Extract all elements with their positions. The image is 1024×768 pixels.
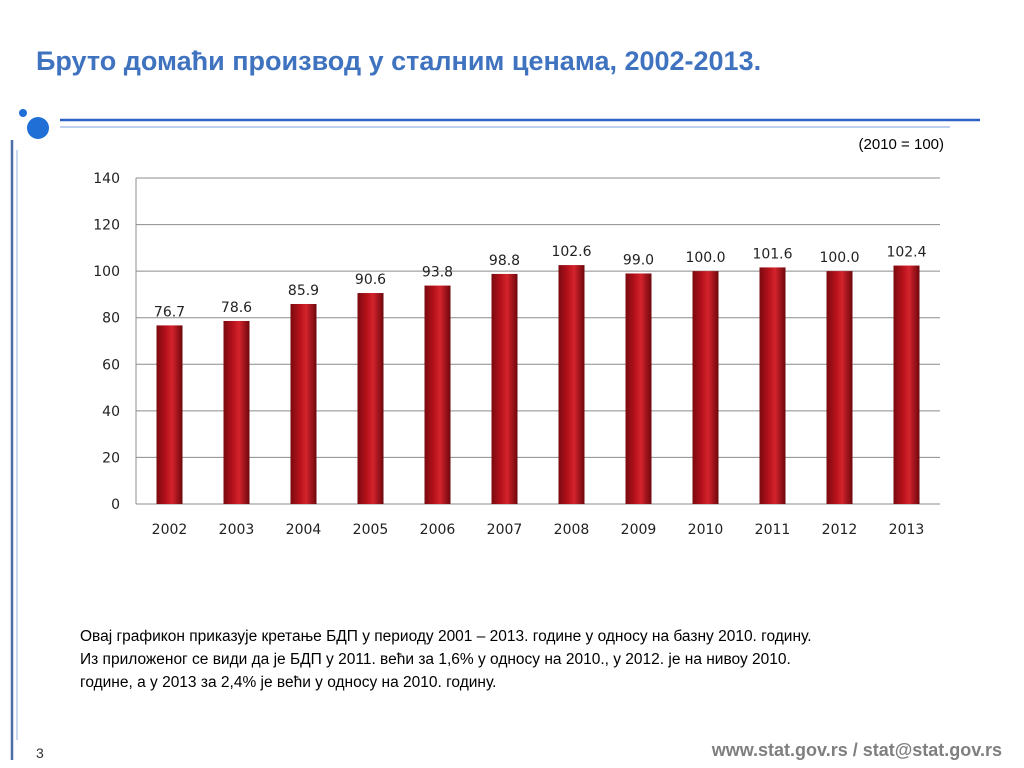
x-tick-label: 2013 <box>889 522 925 538</box>
bar <box>692 271 719 504</box>
gdp-bar-chart: 0 20 40 60 80 100 120 140 76.7 2002 78.6 2003 85.9 20… <box>93 171 940 538</box>
x-tick-label: 2006 <box>420 522 456 538</box>
x-tick-label: 2009 <box>621 522 657 538</box>
bar <box>223 320 250 504</box>
value-label: 98.8 <box>489 253 520 269</box>
page-number: 3 <box>36 745 44 761</box>
base-year-note: (2010 = 100) <box>858 136 944 153</box>
footer-website: www.stat.gov.rs / stat@stat.gov.rs <box>711 740 1002 760</box>
x-tick-label: 2004 <box>286 522 322 538</box>
value-label: 102.4 <box>886 245 926 261</box>
y-tick-label: 120 <box>93 218 120 234</box>
x-tick-label: 2010 <box>688 522 724 538</box>
decor-dot-small <box>19 109 27 117</box>
description-line-3: године, а у 2013 за 2,4% је већи у однос… <box>80 674 497 691</box>
x-tick-label: 2007 <box>487 522 523 538</box>
value-label: 78.6 <box>221 300 252 316</box>
slide-title: Бруто домаћи производ у сталним ценама, … <box>36 46 762 76</box>
value-label: 76.7 <box>154 304 185 320</box>
bar <box>357 293 384 504</box>
bar <box>558 265 585 504</box>
value-label: 93.8 <box>422 265 453 281</box>
bar <box>424 285 451 504</box>
y-tick-label: 20 <box>102 450 120 466</box>
y-tick-label: 60 <box>102 357 120 373</box>
value-label: 100.0 <box>685 250 725 266</box>
value-label: 90.6 <box>355 272 386 288</box>
value-label: 102.6 <box>551 244 591 260</box>
x-tick-label: 2008 <box>554 522 590 538</box>
value-label: 100.0 <box>819 250 859 266</box>
y-tick-label: 0 <box>111 497 120 513</box>
x-tick-label: 2002 <box>152 522 188 538</box>
y-tick-label: 100 <box>93 264 120 280</box>
y-tick-label: 80 <box>102 311 120 327</box>
x-tick-label: 2011 <box>755 522 791 538</box>
x-tick-label: 2003 <box>219 522 255 538</box>
x-tick-label: 2005 <box>353 522 389 538</box>
bar <box>156 325 183 504</box>
value-label: 101.6 <box>752 246 792 262</box>
description-line-2: Из приложеног се види да је БДП у 2011. … <box>80 651 791 668</box>
bar <box>290 303 317 504</box>
bar <box>826 271 853 504</box>
y-tick-label: 40 <box>102 404 120 420</box>
description: Овај графикон приказује кретање БДП у пе… <box>80 625 960 694</box>
y-tick-label: 140 <box>93 171 120 187</box>
decor-dot-large <box>27 117 49 139</box>
bar <box>491 273 518 504</box>
description-line-1: Овај графикон приказује кретање БДП у пе… <box>80 628 812 645</box>
value-label: 99.0 <box>623 252 654 268</box>
x-tick-label: 2012 <box>822 522 858 538</box>
bar <box>893 265 920 504</box>
bar <box>759 267 786 504</box>
value-label: 85.9 <box>288 283 319 299</box>
bar <box>625 273 652 504</box>
